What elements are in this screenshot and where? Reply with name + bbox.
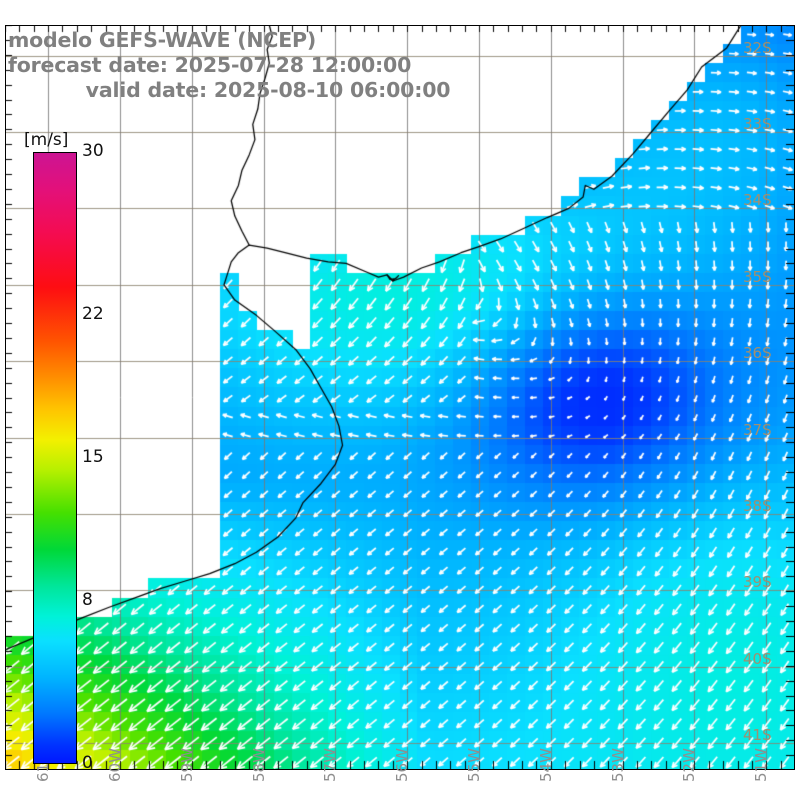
lon-label-57W: 57W <box>321 748 340 782</box>
lat-label-36S: 36S <box>743 344 772 363</box>
colorbar-unit-label: [m/s] <box>24 130 69 150</box>
lon-label-51W: 51W <box>752 748 771 782</box>
lon-label-60W: 60W <box>105 748 124 782</box>
colorbar-tick-0: 0 <box>82 753 93 773</box>
lon-label-55W: 55W <box>465 748 483 782</box>
map-plot-area[interactable] <box>5 25 795 770</box>
lon-label-53W: 53W <box>608 748 627 782</box>
lat-label-37S: 37S <box>743 420 772 439</box>
colorbar-tick-30: 30 <box>82 141 104 161</box>
colorbar-tick-22: 22 <box>82 304 104 325</box>
colorbar-tick-8: 8 <box>82 589 93 610</box>
lon-label-58W: 58W <box>249 748 268 782</box>
lat-label-35S: 35S <box>743 267 772 286</box>
lon-label-54W: 54W <box>536 748 555 782</box>
lat-label-33S: 33S <box>743 114 772 133</box>
lon-label-59W: 59W <box>177 748 196 782</box>
lat-label-38S: 38S <box>743 497 772 516</box>
lat-label-34S: 34S <box>743 191 772 210</box>
lat-label-39S: 39S <box>743 573 772 592</box>
coastline-and-grid-overlay <box>5 25 795 770</box>
colorbar-gradient <box>33 152 77 764</box>
lon-label-52W: 52W <box>680 748 699 782</box>
colorbar[interactable] <box>33 152 77 764</box>
lat-label-41S: 41S <box>743 726 772 745</box>
lon-label-56W: 56W <box>393 748 412 782</box>
lat-label-40S: 40S <box>743 649 772 668</box>
colorbar-tick-15: 15 <box>82 447 104 467</box>
lat-label-32S: 32S <box>743 38 772 57</box>
